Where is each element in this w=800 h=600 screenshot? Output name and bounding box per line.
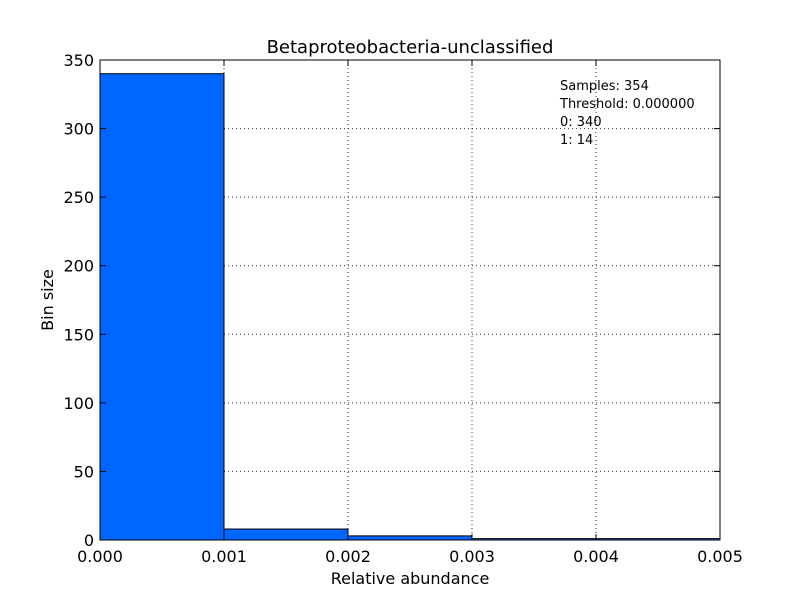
annotation-line: 1: 14 <box>560 133 593 148</box>
plot-frame <box>99 59 721 541</box>
annotation-line: Threshold: 0.000000 <box>559 97 695 112</box>
x-tick-label: 0.005 <box>697 547 743 566</box>
annotation-line: 0: 340 <box>560 115 602 130</box>
x-tick-label: 0.001 <box>201 547 247 566</box>
y-tick-label: 250 <box>63 188 94 207</box>
x-tick-label: 0.004 <box>573 547 619 566</box>
y-tick-label: 100 <box>63 394 94 413</box>
x-tick-label: 0.003 <box>449 547 495 566</box>
y-tick-label: 150 <box>63 325 94 344</box>
grid-lines <box>100 60 720 540</box>
y-tick-label: 50 <box>74 462 94 481</box>
y-axis-label: Bin size <box>38 269 57 331</box>
histogram-bar <box>347 535 473 541</box>
x-tick-label: 0.002 <box>325 547 371 566</box>
x-axis-ticks: 0.000 0.001 0.002 0.003 0.004 0.005 <box>77 60 743 566</box>
histogram-bar <box>223 528 349 541</box>
y-tick-label: 200 <box>63 257 94 276</box>
x-axis-label: Relative abundance <box>331 569 490 588</box>
y-tick-label: 350 <box>63 51 94 70</box>
histogram-bars <box>99 73 721 541</box>
stats-annotation: Samples: 354 Threshold: 0.000000 0: 340 1: … <box>559 79 695 148</box>
annotation-line: Samples: 354 <box>560 79 649 94</box>
histogram-bar <box>99 73 225 541</box>
y-axis-ticks: 0 50 100 150 200 250 300 350 <box>63 51 720 550</box>
x-tick-label: 0.000 <box>77 547 123 566</box>
y-tick-label: 0 <box>84 531 94 550</box>
chart-title: Betaproteobacteria-unclassified <box>267 37 554 58</box>
y-tick-label: 300 <box>63 120 94 139</box>
